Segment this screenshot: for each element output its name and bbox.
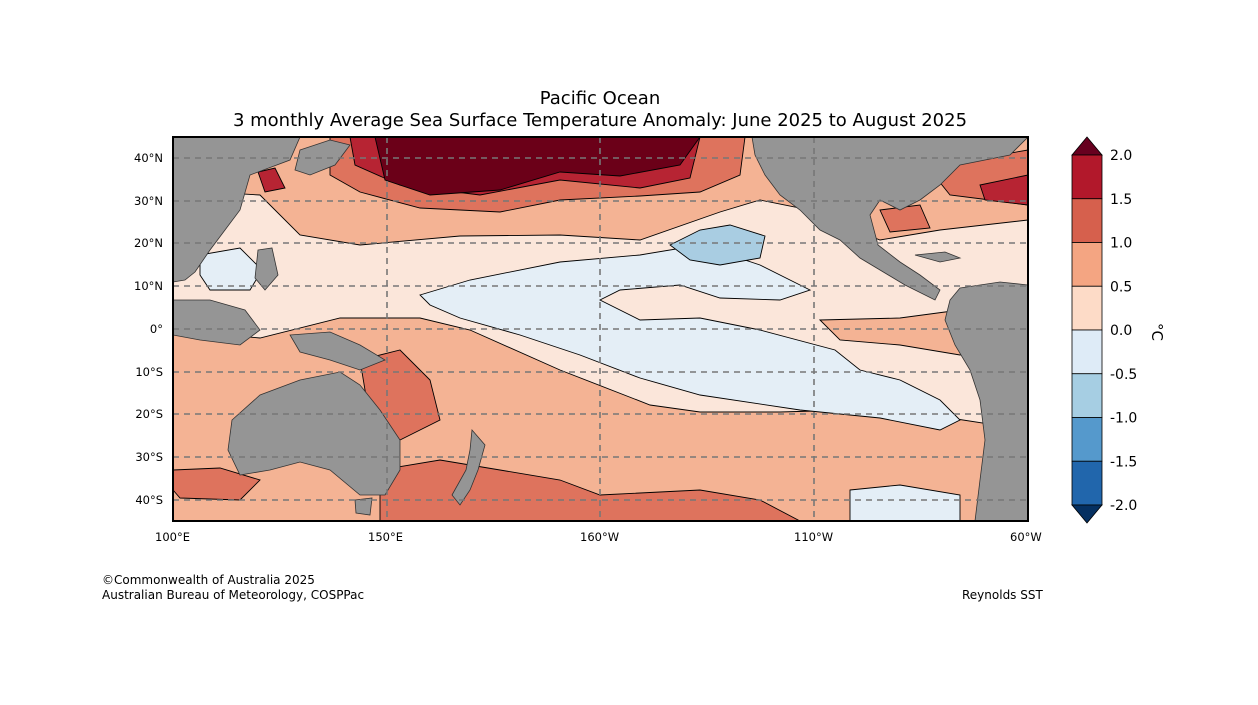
lat-label: 20°S [135,407,163,421]
lat-label: 40°S [135,493,163,507]
colorbar-tick-label: -1.5 [1110,454,1137,470]
colorbar-swatch [1071,154,1103,200]
colorbar-swatch [1071,329,1103,375]
lat-label: 10°S [135,365,163,379]
anomaly-patch-japan-sea [257,167,286,193]
agency-text: Australian Bureau of Meteorology, COSPPa… [102,588,365,602]
cuba-landmass [914,251,962,263]
footer-credits: ©Commonwealth of Australia 2025 Australi… [102,573,364,603]
colorbar-extend-bottom [1071,504,1103,524]
lon-label: 110°W [794,530,834,544]
colorbar-tick-label: 1.0 [1110,236,1132,252]
colorbar-swatch [1071,198,1103,243]
north-america-landmass [751,137,1028,301]
map-title: Pacific Ocean [539,88,661,109]
colorbar-tick-label: 2.0 [1110,148,1132,164]
lon-label: 60°W [1010,530,1042,544]
colorbar-tick-label: -1.0 [1110,411,1137,427]
copyright-text: ©Commonwealth of Australia 2025 [102,573,315,587]
new-zealand-landmass [451,429,486,506]
colorbar-tick-label: 0.5 [1110,279,1132,295]
anomaly-patch-north-pacific-max [374,137,701,196]
australia-landmass [227,371,401,496]
data-source-text: Reynolds SST [962,588,1043,602]
philippines-landmass [254,247,279,291]
lon-label: 160°W [580,530,620,544]
map-subtitle: 3 monthly Average Sea Surface Temperatur… [232,110,968,131]
anomaly-cool-s-ocean [849,484,961,521]
lon-label: 100°E [155,530,190,544]
anomaly-cool-central-pacific [419,244,961,431]
colorbar-swatch [1071,373,1103,418]
lon-label: 150°E [368,530,403,544]
south-america-landmass [944,281,1028,521]
asia-landmass [173,137,301,283]
lat-label: 40°N [134,151,163,165]
anomaly-patch-atlantic-hot [979,174,1028,206]
anomaly-cool-ne-pacific [669,224,766,266]
borneo-indonesia-landmass [173,299,261,346]
tasmania-landmass [354,497,373,516]
colorbar-swatch [1071,417,1103,462]
lat-label: 30°N [134,194,163,208]
colorbar-unit: °C [1148,323,1166,341]
lat-label: 30°S [135,450,163,464]
graticule [173,137,1028,521]
lat-label: 10°N [134,279,163,293]
colorbar-tick-label: 0.0 [1110,323,1132,339]
lat-label: 0° [149,322,163,336]
map-frame [172,136,1029,522]
lat-label: 20°N [134,236,163,250]
new-guinea-landmass [289,331,386,371]
colorbar-extend-top [1071,136,1103,156]
colorbar-swatch [1071,242,1103,287]
colorbar-swatch [1071,460,1103,506]
anomaly-cool-philippines [199,247,263,291]
colorbar-tick-label: -0.5 [1110,367,1137,383]
colorbar-tick-label: 1.5 [1110,192,1132,208]
colorbar-swatch [1071,285,1103,331]
colorbar-tick-label: -2.0 [1110,498,1137,514]
japan-landmass [294,139,351,176]
